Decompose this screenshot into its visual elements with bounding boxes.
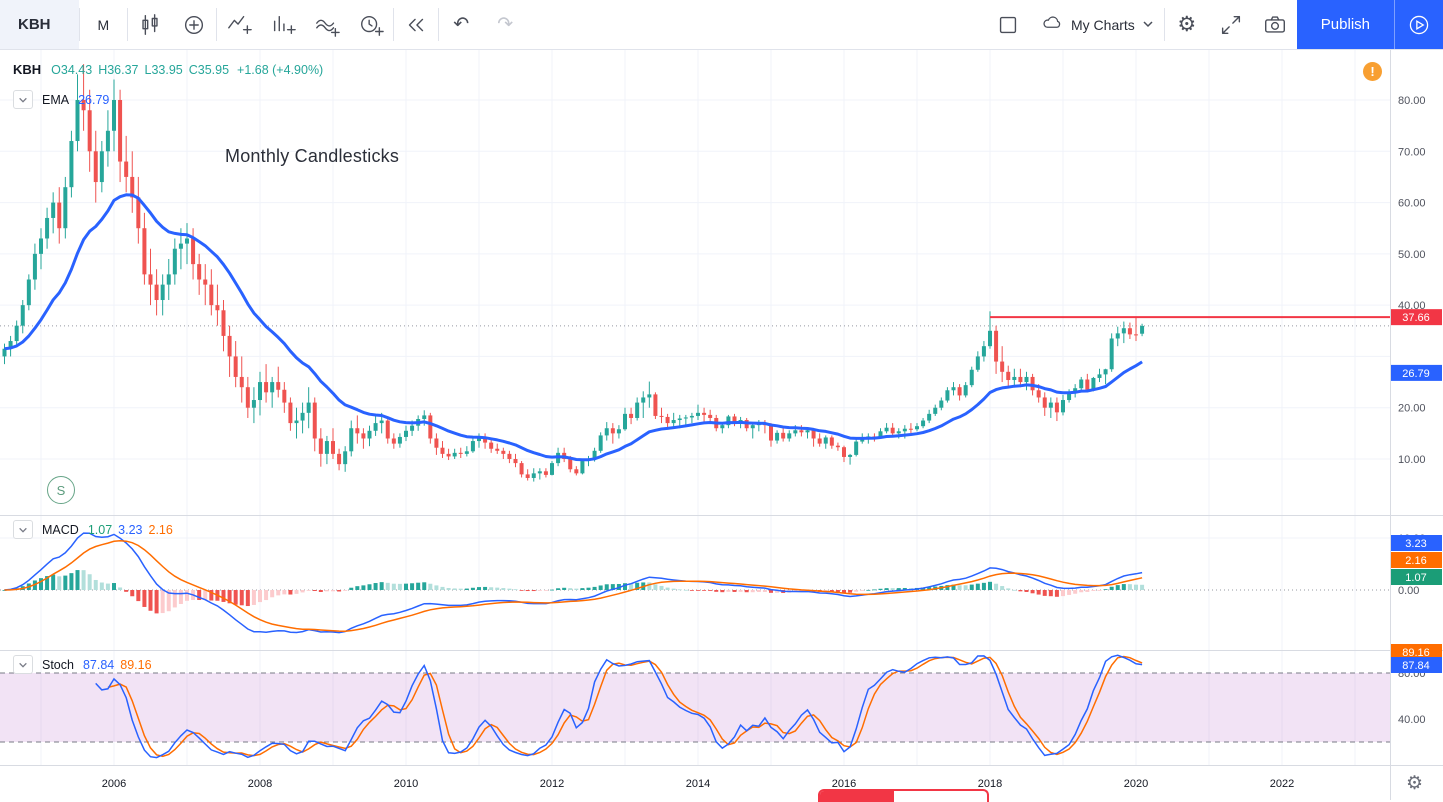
svg-text:40.00: 40.00 bbox=[1398, 300, 1426, 312]
svg-text:87.84: 87.84 bbox=[1402, 660, 1430, 672]
legend-low: L33.95 bbox=[144, 62, 183, 77]
redo-icon[interactable]: ↷ bbox=[497, 14, 514, 35]
chevron-down-icon bbox=[1142, 17, 1154, 33]
legend-close: C35.95 bbox=[188, 62, 230, 77]
axis-badge: 3.23 bbox=[1391, 535, 1442, 551]
my-charts-label: My Charts bbox=[1071, 16, 1135, 33]
legend-symbol[interactable]: KBH bbox=[13, 62, 42, 77]
stoch-pane bbox=[0, 654, 1390, 759]
svg-text:3.23: 3.23 bbox=[1405, 538, 1426, 550]
svg-text:2006: 2006 bbox=[102, 778, 126, 790]
svg-text:40.00: 40.00 bbox=[1398, 714, 1426, 726]
interval-button[interactable]: M bbox=[97, 16, 110, 33]
svg-text:0.00: 0.00 bbox=[1398, 585, 1419, 597]
toolbar-separator bbox=[127, 8, 129, 41]
svg-text:2022: 2022 bbox=[1270, 778, 1294, 790]
legend-open: O34.43 bbox=[51, 62, 93, 77]
price-pane bbox=[0, 64, 1390, 482]
svg-text:2018: 2018 bbox=[978, 778, 1002, 790]
svg-text:37.66: 37.66 bbox=[1402, 312, 1430, 324]
fullscreen-icon[interactable] bbox=[1209, 0, 1253, 49]
svg-text:80.00: 80.00 bbox=[1398, 95, 1426, 107]
ema-label[interactable]: EMA bbox=[42, 92, 70, 107]
compare-overlay-icon[interactable] bbox=[305, 0, 349, 49]
my-charts-button[interactable]: My Charts bbox=[1030, 0, 1164, 49]
cutoff-dialog-fill bbox=[820, 791, 894, 802]
toolbar-separator bbox=[393, 8, 395, 41]
svg-text:10.00: 10.00 bbox=[1398, 454, 1426, 466]
settings-gear-icon[interactable]: ⚙ bbox=[1177, 13, 1197, 36]
macd-signal-line bbox=[4, 539, 1143, 632]
time-axis-gear-icon[interactable]: ⚙ bbox=[1406, 773, 1424, 794]
axis-badge: 26.79 bbox=[1391, 364, 1442, 381]
macd-legend: MACD 1.07 3.23 2.16 bbox=[13, 520, 173, 539]
price-legend: KBH O34.43 H36.37 L33.95 C35.95 +1.68 (+… bbox=[13, 62, 323, 77]
ema-value: 26.79 bbox=[78, 92, 110, 107]
macd-signal-value: 2.16 bbox=[148, 522, 173, 537]
chart-style-candles-icon[interactable] bbox=[128, 0, 172, 49]
undo-icon[interactable]: ↶ bbox=[453, 14, 470, 35]
alert-icon[interactable] bbox=[349, 0, 393, 49]
warning-icon[interactable]: ! bbox=[1363, 62, 1382, 81]
grid bbox=[0, 49, 1390, 765]
symbol-button[interactable]: KBH bbox=[0, 0, 79, 49]
svg-text:1.07: 1.07 bbox=[1405, 572, 1426, 584]
indicators-icon[interactable] bbox=[217, 0, 261, 49]
svg-text:2010: 2010 bbox=[394, 778, 418, 790]
macd-line-value: 3.23 bbox=[118, 522, 143, 537]
macd-pane bbox=[0, 532, 1390, 634]
stoch-label[interactable]: Stoch bbox=[42, 657, 74, 672]
legend-change: +1.68 (+4.90%) bbox=[237, 62, 324, 77]
session-badge[interactable]: S bbox=[47, 476, 75, 504]
legend-high: H36.37 bbox=[98, 62, 139, 77]
snapshot-camera-icon[interactable] bbox=[1253, 0, 1297, 49]
axis-badge: 2.16 bbox=[1391, 552, 1442, 568]
svg-text:20.00: 20.00 bbox=[1398, 403, 1426, 415]
toolbar-separator bbox=[78, 8, 80, 41]
top-toolbar: KBH M ↶ ↷ My Charts ⚙ bbox=[0, 0, 1443, 50]
svg-text:2012: 2012 bbox=[540, 778, 564, 790]
svg-text:60.00: 60.00 bbox=[1398, 198, 1426, 210]
text-annotation[interactable]: Monthly Candlesticks bbox=[225, 146, 400, 166]
bar-replay-icon[interactable] bbox=[394, 0, 438, 49]
toolbar-separator bbox=[216, 8, 218, 41]
publish-play-button[interactable] bbox=[1394, 0, 1443, 49]
ema-line bbox=[4, 193, 1143, 462]
collapse-pane-button[interactable] bbox=[13, 90, 33, 109]
pane-separators bbox=[0, 49, 1443, 800]
axis-badge: 1.07 bbox=[1391, 569, 1442, 585]
toolbar-separator bbox=[438, 8, 440, 41]
toolbar-separator bbox=[1163, 8, 1165, 41]
cutoff-dialog[interactable] bbox=[818, 789, 989, 802]
svg-text:2016: 2016 bbox=[832, 778, 856, 790]
ema-legend: EMA 26.79 bbox=[13, 90, 109, 109]
layout-icon[interactable] bbox=[986, 0, 1030, 49]
stoch-legend: Stoch 87.84 89.16 bbox=[13, 655, 152, 674]
axis-badge: 89.16 bbox=[1391, 644, 1442, 660]
macd-label[interactable]: MACD bbox=[42, 522, 79, 537]
svg-text:2014: 2014 bbox=[686, 778, 710, 790]
macd-hist-value: 1.07 bbox=[87, 522, 113, 537]
cloud-icon bbox=[1040, 11, 1064, 38]
stoch-k-value: 87.84 bbox=[82, 657, 115, 672]
compare-icon[interactable] bbox=[172, 0, 216, 49]
stoch-k-line bbox=[95, 654, 1143, 759]
svg-text:2008: 2008 bbox=[248, 778, 272, 790]
svg-text:2.16: 2.16 bbox=[1405, 555, 1426, 567]
svg-text:2020: 2020 bbox=[1124, 778, 1148, 790]
collapse-pane-button[interactable] bbox=[13, 655, 33, 674]
axis-badge: 37.66 bbox=[1391, 309, 1442, 326]
collapse-pane-button[interactable] bbox=[13, 520, 33, 539]
templates-icon[interactable] bbox=[261, 0, 305, 49]
svg-text:50.00: 50.00 bbox=[1398, 249, 1426, 261]
svg-text:26.79: 26.79 bbox=[1402, 368, 1430, 380]
macd-line bbox=[4, 532, 1143, 634]
toolbar-spacer bbox=[527, 0, 986, 49]
svg-text:89.16: 89.16 bbox=[1402, 647, 1430, 659]
stoch-d-value: 89.16 bbox=[120, 657, 152, 672]
svg-text:70.00: 70.00 bbox=[1398, 146, 1426, 158]
axis-badge: 87.84 bbox=[1391, 657, 1442, 673]
publish-button[interactable]: Publish bbox=[1296, 0, 1394, 49]
